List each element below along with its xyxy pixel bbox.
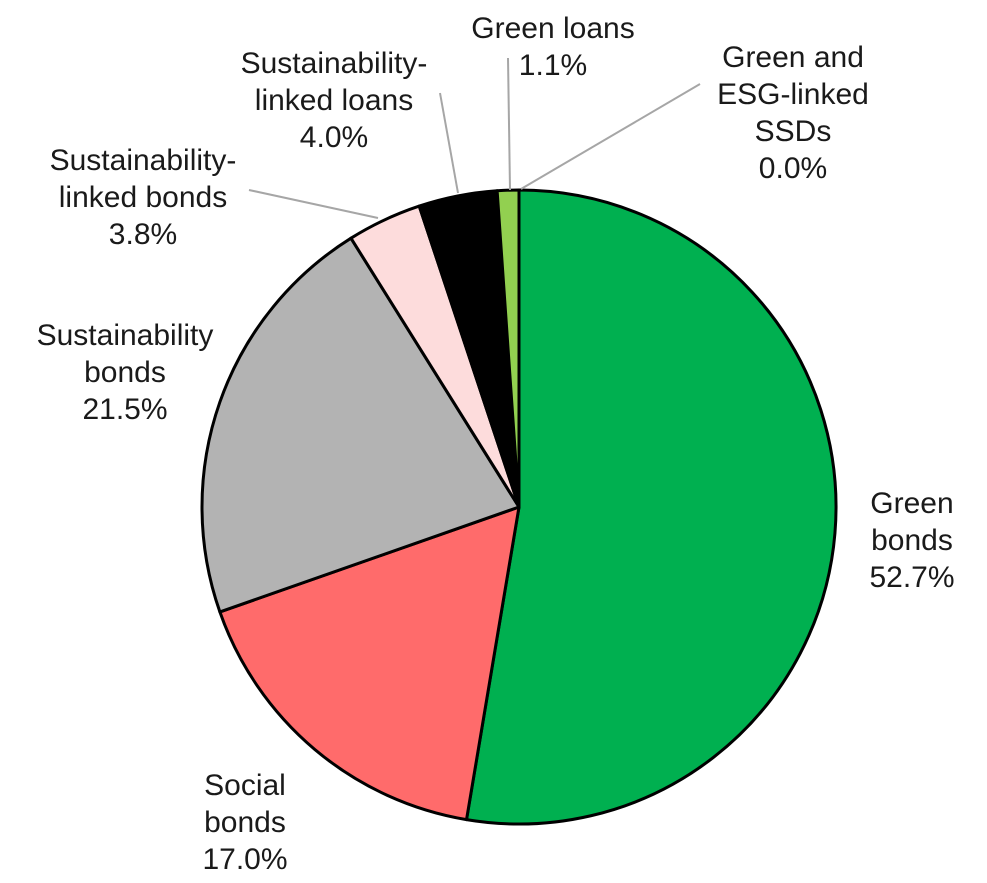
slice-name-line: linked bonds xyxy=(59,181,227,214)
slice-name-line: Sustainability- xyxy=(50,144,237,177)
slice-name-line: Green loans xyxy=(471,12,634,45)
slice-name-line: bonds xyxy=(871,524,953,557)
pie-slice-social-bonds xyxy=(218,505,521,822)
slice-label-sustainability-linked-bonds: Sustainability-linked bonds 3.8% xyxy=(50,144,237,251)
slice-value-label: 52.7% xyxy=(869,561,954,594)
slice-name-line: SSDs xyxy=(755,115,832,148)
slice-name-line: Sustainability xyxy=(37,319,214,352)
slice-value-label: 4.0% xyxy=(300,121,368,154)
slice-label-sustainability-linked-loans: Sustainability-linked loans 4.0% xyxy=(241,47,428,154)
slice-value-label: 3.8% xyxy=(109,218,177,251)
slice-name-line: Sustainability- xyxy=(241,47,428,80)
slice-value-label: 0.0% xyxy=(759,152,827,185)
slice-label-green-loans: Green loans 1.1% xyxy=(471,12,634,82)
slice-value-label: 21.5% xyxy=(82,393,167,426)
slice-name-line: linked loans xyxy=(255,84,413,117)
leader-line-sustainability-linked-loans xyxy=(439,92,459,194)
slice-name-line: Green and xyxy=(722,41,864,74)
slice-label-social-bonds: Social bonds 17.0% xyxy=(202,769,287,876)
slice-name-line: Social xyxy=(204,769,286,802)
slice-label-green-and-esg-linked-ssds: Green and ESG-linked SSDs 0.0% xyxy=(717,41,869,185)
slice-value-label: 1.1% xyxy=(519,49,587,82)
slice-name-line: ESG-linked xyxy=(717,78,869,111)
slice-name-line: bonds xyxy=(84,356,166,389)
slice-label-green-bonds: Green bonds 52.7% xyxy=(869,487,954,594)
leader-line-sustainability-linked-bonds xyxy=(248,189,379,219)
slice-name-line: bonds xyxy=(204,806,286,839)
leader-line-green-loans xyxy=(507,57,511,191)
slice-name-line: Green xyxy=(870,487,953,520)
slice-label-sustainability-bonds: Sustainability bonds 21.5% xyxy=(37,319,214,426)
pie-slice-sustainability-bonds xyxy=(200,236,521,614)
pie-slice-green-bonds xyxy=(465,188,838,826)
leader-line-green-and-esg-linked-ssds xyxy=(520,83,701,190)
pie-slice-green-loans xyxy=(495,188,521,509)
slice-value-label: 17.0% xyxy=(202,843,287,876)
